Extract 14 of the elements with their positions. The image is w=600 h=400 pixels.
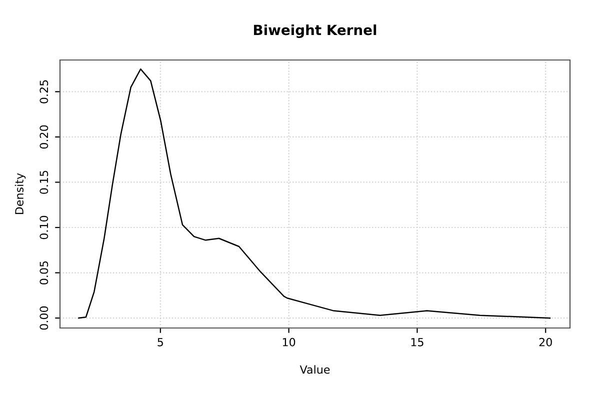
x-tick-label: 10 bbox=[282, 338, 296, 346]
line-series bbox=[78, 68, 551, 319]
y-tick-label: 0.05 bbox=[40, 261, 48, 284]
x-tick-label: 15 bbox=[411, 338, 424, 346]
y-tick-label: 0.10 bbox=[40, 216, 48, 240]
y-axis-title: Density bbox=[14, 173, 26, 214]
y-tick-label: 0.20 bbox=[40, 125, 48, 149]
y-tick-label: 0.15 bbox=[40, 170, 48, 194]
y-tick-label: 0.00 bbox=[40, 306, 48, 330]
x-axis-title: Value bbox=[300, 365, 330, 374]
x-tick-label: 5 bbox=[158, 338, 163, 346]
chart-title: Biweight Kernel bbox=[254, 24, 376, 38]
y-tick-label: 0.25 bbox=[40, 80, 48, 104]
x-tick-label: 20 bbox=[539, 338, 552, 346]
